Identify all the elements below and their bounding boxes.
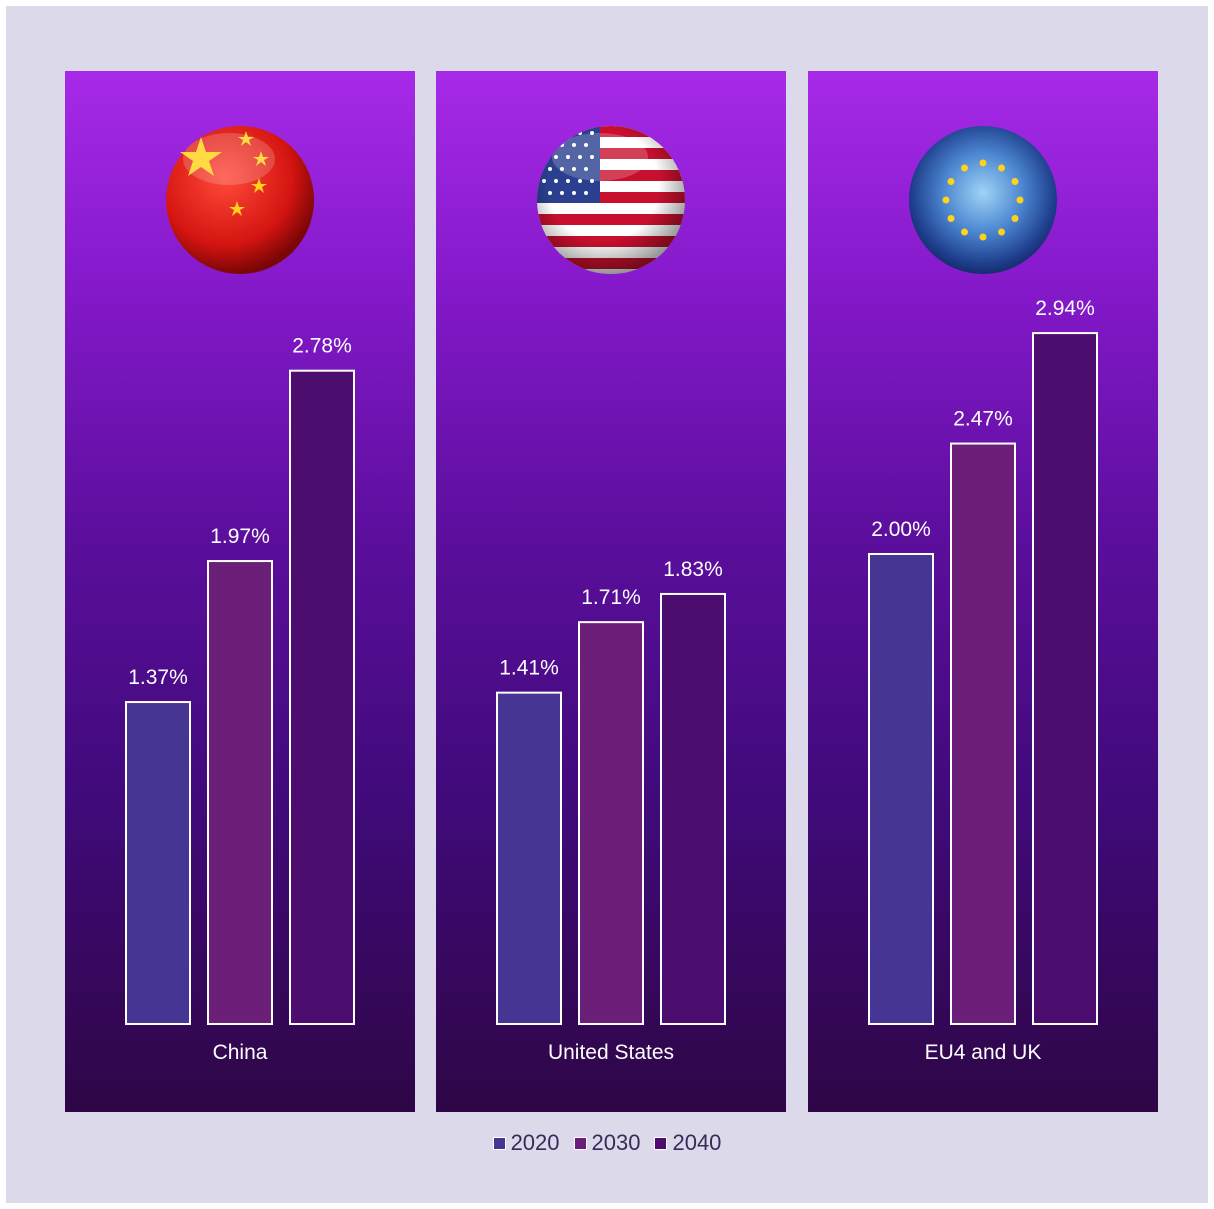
category-label-eu4-and-uk: EU4 and UK: [924, 1041, 1042, 1064]
bar-eu4-and-uk-2030: [950, 442, 1016, 1025]
legend-label-2040: 2040: [672, 1130, 722, 1155]
bar-group-china: 1.37% 1.97% 2.78%: [125, 335, 355, 1025]
legend-item-2040: 2040: [654, 1130, 721, 1156]
legend-item-2030: 2030: [573, 1130, 641, 1156]
us-flag-icon: [537, 126, 685, 274]
data-label-eu4-and-uk-2030: 2.47%: [953, 408, 1013, 431]
bar-china-2030: [207, 560, 273, 1025]
data-label-united-states-2020: 1.41%: [499, 657, 559, 680]
data-label-united-states-2030: 1.71%: [581, 586, 641, 609]
chart-frame: 1.37% 1.97% 2.78% China: [6, 6, 1208, 1203]
bar-eu4-and-uk-2020: [868, 553, 934, 1025]
bar-united-states-2040: [660, 592, 726, 1025]
bar-united-states-2030: [578, 621, 644, 1026]
legend-item-2020: 2020: [492, 1130, 560, 1156]
category-label-china: China: [212, 1041, 268, 1064]
bar-eu4-and-uk-2040: [1032, 332, 1098, 1026]
data-label-eu4-and-uk-2040: 2.94%: [1035, 297, 1095, 320]
data-label-eu4-and-uk-2020: 2.00%: [871, 518, 931, 541]
legend-swatch-2020: [492, 1136, 506, 1150]
data-label-china-2020: 1.37%: [128, 666, 188, 689]
panel-eu4-and-uk: 2.00% 2.47% 2.94% EU4 and UK: [808, 71, 1158, 1112]
bar-group-united-states: 1.41% 1.71% 1.83%: [496, 558, 726, 1026]
eu-flag-icon: [909, 126, 1057, 274]
bar-united-states-2020: [496, 691, 562, 1026]
data-label-china-2040: 2.78%: [292, 335, 352, 358]
legend-swatch-2030: [573, 1136, 587, 1150]
data-label-united-states-2040: 1.83%: [663, 558, 723, 581]
panel-china: 1.37% 1.97% 2.78% China: [65, 71, 415, 1112]
legend-label-2030: 2030: [591, 1130, 641, 1155]
legend-swatch-2040: [654, 1136, 668, 1150]
data-label-china-2030: 1.97%: [210, 525, 270, 548]
china-flag-icon: [166, 126, 314, 274]
panel-united-states: 1.41% 1.71% 1.83% United States: [436, 71, 786, 1112]
legend: 2020 2030 2040: [6, 1130, 1208, 1156]
bar-group-eu4-and-uk: 2.00% 2.47% 2.94%: [868, 297, 1098, 1026]
category-label-united-states: United States: [547, 1041, 675, 1064]
legend-label-2020: 2020: [510, 1130, 560, 1155]
bar-china-2020: [125, 701, 191, 1025]
bar-china-2040: [289, 369, 355, 1025]
